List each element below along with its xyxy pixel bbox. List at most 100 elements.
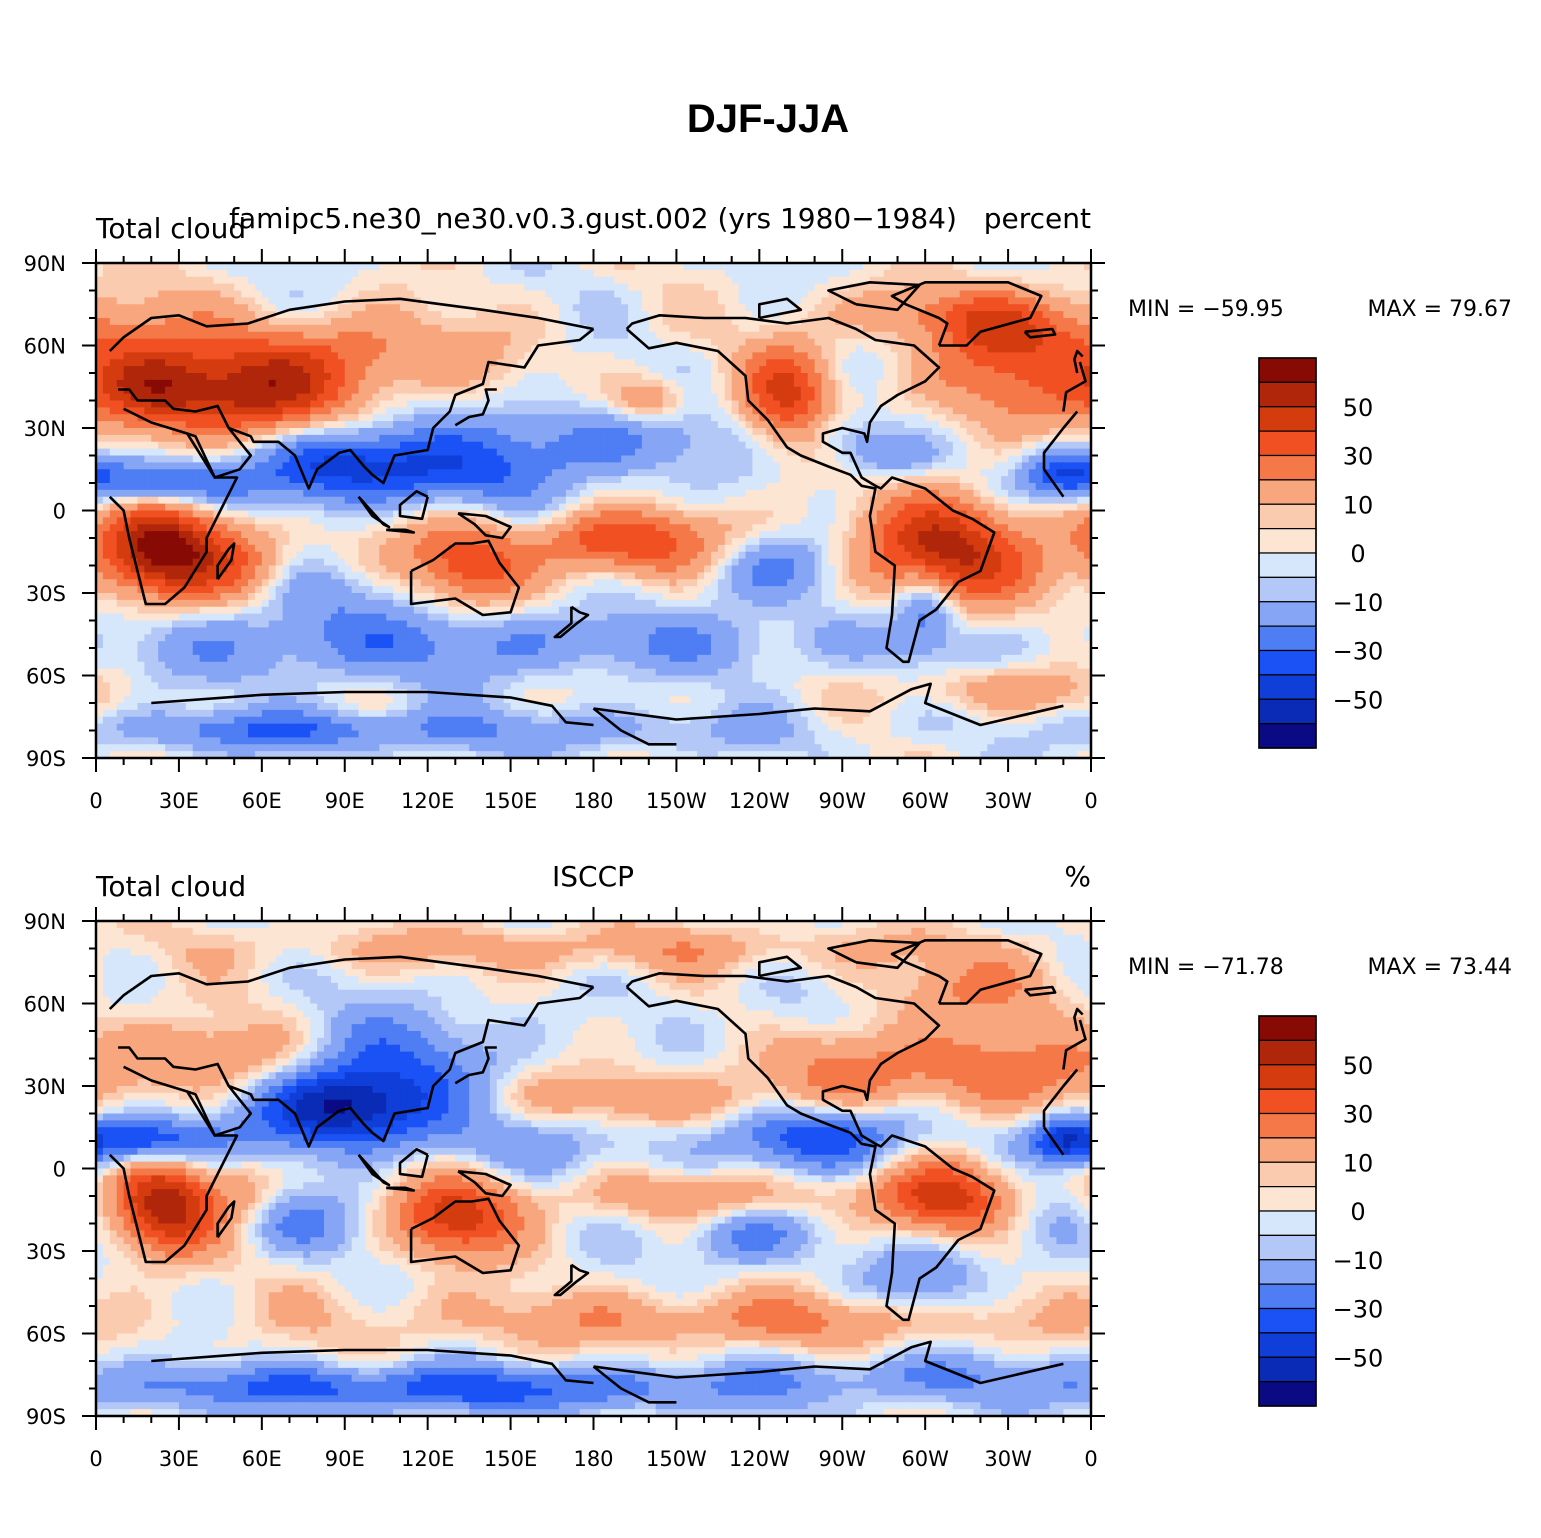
colorbar-label: −10	[1333, 1247, 1384, 1275]
lat-tick-label: 30S	[26, 582, 66, 606]
lat-tick-label: 90N	[24, 910, 66, 934]
lat-tick-label: 90S	[26, 747, 66, 771]
colorbar-swatch	[1259, 602, 1316, 626]
colorbar-label: 0	[1350, 1198, 1365, 1226]
max-label: MAX = 79.67	[1367, 297, 1512, 322]
lat-tick-label: 60N	[24, 993, 66, 1017]
colorbar-label: −30	[1333, 638, 1384, 666]
lon-tick-label: 60E	[242, 1447, 282, 1471]
figure-title: DJF-JJA	[687, 97, 849, 141]
colorbar-swatch	[1259, 1333, 1316, 1357]
colorbar-swatch	[1259, 480, 1316, 504]
colorbar-label: 30	[1343, 1101, 1374, 1129]
lon-tick-label: 90W	[819, 789, 867, 813]
map-panel-obs: 90N 60N 30N 0 30S 60S 90S 0 30E 60E 90E 120E 150E 180…	[24, 860, 1512, 1471]
colorbar-label: −50	[1333, 1344, 1384, 1372]
max-label: MAX = 73.44	[1367, 955, 1512, 980]
colorbar-swatch	[1259, 1162, 1316, 1186]
colorbar-label: 10	[1343, 491, 1374, 519]
min-label: MIN = −59.95	[1128, 297, 1284, 322]
lat-tick-label: 60N	[24, 335, 66, 359]
lon-tick-label: 150E	[484, 789, 537, 813]
lon-tick-label: 120E	[401, 1447, 454, 1471]
lon-tick-label: 0	[1084, 789, 1097, 813]
lat-tick-label: 30N	[24, 417, 66, 441]
colorbar: 50 30 10 0 −10 −30 −50	[1259, 1016, 1383, 1406]
colorbar-label: 0	[1350, 540, 1365, 568]
colorbar: 50 30 10 0 −10 −30 −50	[1259, 358, 1383, 748]
lat-tick-label: 90S	[26, 1405, 66, 1429]
colorbar-swatch	[1259, 626, 1316, 650]
lon-tick-label: 120E	[401, 789, 454, 813]
lon-tick-label: 120W	[729, 789, 790, 813]
colorbar-swatch	[1259, 553, 1316, 577]
lat-tick-label: 90N	[24, 252, 66, 276]
colorbar-swatch	[1259, 1357, 1316, 1381]
colorbar-swatch	[1259, 1284, 1316, 1308]
colorbar-label: −10	[1333, 589, 1384, 617]
colorbar-swatch	[1259, 1235, 1316, 1259]
colorbar-swatch	[1259, 1309, 1316, 1333]
lat-tick-label: 30N	[24, 1075, 66, 1099]
lon-tick-label: 150W	[646, 1447, 707, 1471]
colorbar-swatch	[1259, 1138, 1316, 1162]
lon-tick-label: 180	[573, 789, 613, 813]
colorbar-swatch	[1259, 382, 1316, 406]
lon-tick-label: 60W	[901, 789, 949, 813]
lon-tick-label: 150W	[646, 789, 707, 813]
lat-tick-label: 30S	[26, 1240, 66, 1264]
colorbar-swatch	[1259, 651, 1316, 675]
colorbar-swatch	[1259, 699, 1316, 723]
lat-tick-label: 60S	[26, 1323, 66, 1347]
colorbar-swatch	[1259, 456, 1316, 480]
lon-tick-label: 0	[89, 789, 102, 813]
colorbar-label: −30	[1333, 1296, 1384, 1324]
panel-units: percent	[984, 202, 1091, 235]
colorbar-swatch	[1259, 1260, 1316, 1284]
colorbar-swatch	[1259, 577, 1316, 601]
lat-tick-label: 0	[53, 1158, 66, 1182]
lon-tick-label: 30W	[984, 1447, 1032, 1471]
lon-tick-label: 60W	[901, 1447, 949, 1471]
colorbar-swatch	[1259, 724, 1316, 748]
lon-tick-label: 90E	[325, 1447, 365, 1471]
lon-tick-label: 180	[573, 1447, 613, 1471]
lon-tick-label: 90W	[819, 1447, 867, 1471]
colorbar-label: −50	[1333, 686, 1384, 714]
colorbar-swatch	[1259, 504, 1316, 528]
colorbar-swatch	[1259, 1016, 1316, 1040]
lon-tick-label: 60E	[242, 789, 282, 813]
colorbar-label: 50	[1343, 394, 1374, 422]
panel-center-title: ISCCP	[552, 860, 634, 893]
lon-tick-label: 30E	[159, 789, 199, 813]
colorbar-swatch	[1259, 1211, 1316, 1235]
colorbar-swatch	[1259, 529, 1316, 553]
lon-tick-label: 150E	[484, 1447, 537, 1471]
colorbar-swatch	[1259, 1187, 1316, 1211]
colorbar-swatch	[1259, 1040, 1316, 1064]
panel-left-title: Total cloud	[95, 212, 246, 245]
colorbar-label: 10	[1343, 1149, 1374, 1177]
lon-tick-label: 120W	[729, 1447, 790, 1471]
panel-center-title: famipc5.ne30_ne30.v0.3.gust.002 (yrs 198…	[229, 202, 957, 235]
colorbar-swatch	[1259, 675, 1316, 699]
colorbar-swatch	[1259, 407, 1316, 431]
colorbar-swatch	[1259, 1114, 1316, 1138]
colorbar-label: 50	[1343, 1052, 1374, 1080]
min-label: MIN = −71.78	[1128, 955, 1284, 980]
colorbar-swatch	[1259, 1382, 1316, 1406]
lon-tick-label: 30E	[159, 1447, 199, 1471]
panel-left-title: Total cloud	[95, 870, 246, 903]
lon-tick-label: 90E	[325, 789, 365, 813]
map-panels: 90N 60N 30N 0 30S 60S 90S 0 30E 60E 90E 120E 150E 180…	[24, 202, 1512, 1471]
lon-tick-label: 0	[89, 1447, 102, 1471]
lon-tick-label: 30W	[984, 789, 1032, 813]
lon-tick-label: 0	[1084, 1447, 1097, 1471]
colorbar-label: 30	[1343, 443, 1374, 471]
colorbar-swatch	[1259, 1065, 1316, 1089]
colorbar-swatch	[1259, 1089, 1316, 1113]
colorbar-swatch	[1259, 358, 1316, 382]
colorbar-swatch	[1259, 431, 1316, 455]
